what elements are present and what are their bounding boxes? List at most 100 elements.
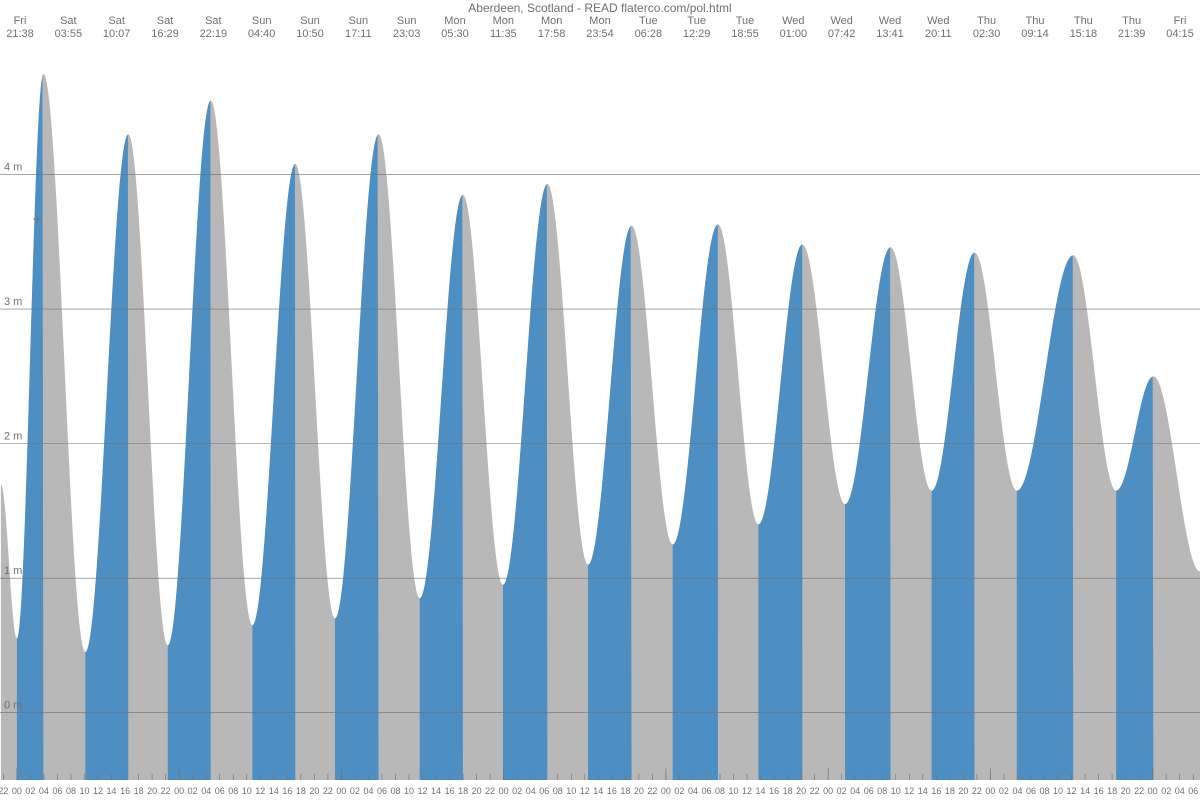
x-hour-label: 06 <box>864 786 874 796</box>
x-hour-label: 10 <box>566 786 576 796</box>
x-hour-label: 14 <box>593 786 603 796</box>
top-label-time: 03:55 <box>55 28 83 40</box>
x-hour-label: 14 <box>756 786 766 796</box>
tide-area-blue <box>17 75 44 780</box>
x-hour-label: 02 <box>188 786 198 796</box>
tide-area-blue <box>168 101 211 780</box>
top-label-day: Thu <box>1026 15 1045 27</box>
top-label-time: 17:11 <box>345 28 372 40</box>
chart-title: Aberdeen, Scotland - READ flaterco.com/p… <box>468 1 731 15</box>
y-axis-label: 1 m <box>4 565 22 577</box>
x-hour-label: 04 <box>363 786 373 796</box>
x-hour-label: 08 <box>877 786 887 796</box>
top-label-day: Tue <box>687 15 706 27</box>
x-hour-label: 08 <box>553 786 563 796</box>
x-hour-label: 04 <box>850 786 860 796</box>
top-label-day: Mon <box>493 15 514 27</box>
x-hour-label: 18 <box>945 786 955 796</box>
tide-area-blue <box>758 245 802 780</box>
x-hour-label: 16 <box>931 786 941 796</box>
x-hour-label: 00 <box>985 786 995 796</box>
top-label-time: 09:14 <box>1021 28 1049 40</box>
x-hour-label: 00 <box>1148 786 1158 796</box>
x-hour-label: 12 <box>904 786 914 796</box>
top-label-day: Sat <box>157 15 174 27</box>
x-hour-label: 12 <box>418 786 428 796</box>
top-label-day: Sat <box>108 15 125 27</box>
x-hour-label: 14 <box>107 786 117 796</box>
tide-area-blue <box>503 184 547 780</box>
x-hour-label: 04 <box>1175 786 1185 796</box>
x-hour-label: 12 <box>580 786 590 796</box>
x-hour-label: 08 <box>1039 786 1049 796</box>
tide-area-blue <box>932 253 975 780</box>
x-hour-label: 00 <box>661 786 671 796</box>
x-hour-label: 02 <box>1161 786 1171 796</box>
x-hour-label: 16 <box>769 786 779 796</box>
y-axis-label: 4 m <box>4 162 22 174</box>
top-label-time: 16:29 <box>151 28 179 40</box>
top-label-day: Tue <box>639 15 658 27</box>
x-hour-label: 06 <box>539 786 549 796</box>
x-hour-label: 22 <box>0 786 8 796</box>
tide-area-blue <box>673 224 718 780</box>
x-hour-label: 12 <box>1067 786 1077 796</box>
top-label-day: Sun <box>300 15 320 27</box>
x-hour-label: 08 <box>715 786 725 796</box>
x-hour-label: 04 <box>39 786 49 796</box>
x-hour-label: 04 <box>526 786 536 796</box>
top-label-time: 06:28 <box>635 28 663 40</box>
top-label-day: Thu <box>1122 15 1141 27</box>
top-label-time: 04:40 <box>248 28 276 40</box>
top-label-time: 22:19 <box>200 28 228 40</box>
x-hour-label: 00 <box>12 786 22 796</box>
x-hour-label: 02 <box>837 786 847 796</box>
top-label-time: 12:29 <box>683 28 711 40</box>
x-hour-label: 00 <box>499 786 509 796</box>
x-hour-label: 06 <box>1188 786 1198 796</box>
top-label-time: 10:50 <box>296 28 324 40</box>
x-hour-label: 10 <box>729 786 739 796</box>
x-hour-label: 22 <box>323 786 333 796</box>
x-hour-label: 20 <box>309 786 319 796</box>
top-label-day: Wed <box>927 15 949 27</box>
x-hour-label: 08 <box>390 786 400 796</box>
top-label-time: 20:11 <box>925 28 952 40</box>
top-label-time: 21:38 <box>6 28 34 40</box>
top-label-time: 15:18 <box>1070 28 1098 40</box>
x-hour-label: 10 <box>79 786 89 796</box>
tide-area-blue <box>845 247 890 780</box>
x-hour-label: 10 <box>1053 786 1063 796</box>
x-hour-label: 16 <box>282 786 292 796</box>
top-label-day: Sun <box>397 15 417 27</box>
y-axis-label: 2 m <box>4 431 22 443</box>
top-label-day: Mon <box>589 15 610 27</box>
x-hour-label: 06 <box>701 786 711 796</box>
top-label-day: Thu <box>977 15 996 27</box>
x-hour-label: 16 <box>1094 786 1104 796</box>
x-hour-label: 16 <box>445 786 455 796</box>
top-label-time: 07:42 <box>828 28 856 40</box>
x-hour-label: 02 <box>25 786 35 796</box>
x-hour-label: 16 <box>607 786 617 796</box>
top-label-day: Wed <box>830 15 852 27</box>
tide-chart: 0 m1 m2 m3 m4 m2200020406081012141618202… <box>0 0 1200 800</box>
y-axis-label: 3 m <box>4 296 22 308</box>
x-hour-label: 14 <box>269 786 279 796</box>
top-label-time: 02:30 <box>973 28 1001 40</box>
x-hour-label: 06 <box>215 786 225 796</box>
x-hour-label: 00 <box>336 786 346 796</box>
x-hour-label: 12 <box>93 786 103 796</box>
top-label-day: Wed <box>879 15 901 27</box>
top-label-day: Tue <box>736 15 755 27</box>
tide-area-blue <box>335 135 379 780</box>
x-hour-label: 16 <box>120 786 130 796</box>
top-label-time: 21:39 <box>1118 28 1146 40</box>
top-label-day: Mon <box>444 15 465 27</box>
x-hour-label: 20 <box>147 786 157 796</box>
y-axis-label: 0 m <box>4 700 22 712</box>
x-hour-label: 22 <box>972 786 982 796</box>
x-hour-label: 08 <box>228 786 238 796</box>
top-label-time: 13:41 <box>876 28 904 40</box>
top-label-time: 18:55 <box>731 28 759 40</box>
